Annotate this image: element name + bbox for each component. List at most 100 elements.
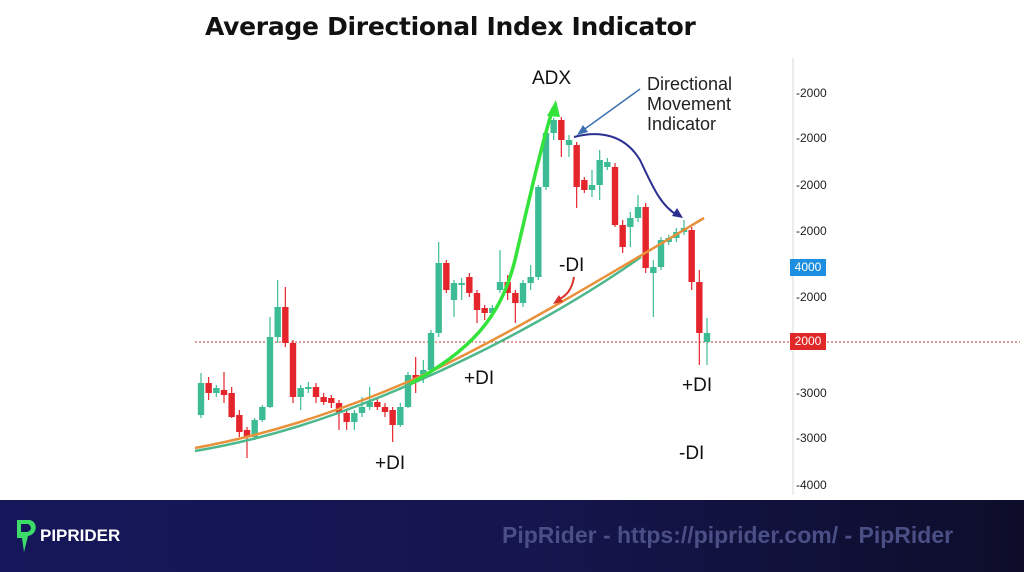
adx-chart (194, 58, 1020, 495)
candle-body (266, 337, 274, 407)
candle-bullish (703, 318, 711, 365)
candle-body (297, 388, 304, 397)
candle-body (458, 283, 465, 285)
candle-body (527, 277, 534, 283)
candle-bearish (481, 305, 488, 320)
candle-body (657, 240, 665, 267)
y-tick-label: -3000 (796, 386, 827, 400)
candle-body (366, 402, 373, 407)
candle-bullish (251, 418, 258, 440)
candle-bearish (320, 393, 327, 405)
candle-bullish (604, 158, 611, 170)
candle-bearish (512, 290, 519, 323)
candle-bearish (389, 407, 396, 442)
candle-body (550, 120, 557, 133)
footer-banner: PIPRIDER PipRider - https://piprider.com… (0, 500, 1024, 572)
candle-body (213, 388, 220, 393)
candle-body (312, 387, 320, 397)
candle-bearish (642, 203, 649, 273)
candle-bearish (381, 403, 389, 417)
candle-body (289, 343, 297, 397)
minus-di-label: -DI (679, 443, 705, 464)
candle-bearish (312, 383, 320, 403)
candle-bullish (596, 150, 603, 200)
candle-body (596, 160, 603, 185)
plus-di-label: +DI (682, 375, 713, 396)
candle-body (228, 393, 235, 417)
candle-bullish (627, 212, 634, 247)
y-tick-label: -2000 (796, 224, 827, 238)
logo-text: PIPRIDER (40, 526, 121, 545)
candle-bullish (435, 242, 442, 337)
candle-bullish (650, 260, 657, 317)
adx-arrowhead (547, 100, 560, 117)
adx-label: ADX (532, 68, 572, 89)
minus-di-label: -DI (559, 255, 585, 276)
candle-body (259, 407, 266, 420)
candle-bearish (443, 260, 450, 293)
candle-bullish (542, 132, 550, 190)
candle-body (473, 293, 481, 310)
candle-body (358, 407, 366, 413)
candle-body (243, 430, 251, 437)
candle-body (427, 333, 435, 370)
candle-bullish (527, 265, 534, 290)
dmi-curve-arrow (573, 133, 678, 216)
candle-bearish (220, 372, 228, 403)
price-badge-blue: 4000 (790, 259, 826, 276)
candle-body (450, 283, 458, 300)
candle-bearish (289, 340, 297, 403)
candle-bullish (565, 135, 573, 157)
candle-bearish (243, 427, 251, 458)
chart-title: Average Directional Index Indicator (205, 12, 696, 41)
candle-body (581, 180, 588, 190)
candle-body (397, 407, 404, 425)
adx-line (409, 107, 555, 386)
y-tick-label: -2000 (796, 86, 827, 100)
candle-body (389, 410, 396, 425)
candle-bearish (611, 163, 619, 227)
candle-body (642, 207, 649, 268)
y-tick-label: -3000 (796, 431, 827, 445)
candle-bullish (397, 403, 404, 427)
candle-body (573, 145, 580, 187)
candle-body (205, 383, 212, 393)
minus-di-line (194, 216, 705, 450)
candle-body (443, 263, 450, 290)
candles (197, 117, 711, 458)
candle-body (435, 263, 442, 333)
candle-bearish (228, 387, 235, 418)
candle-body (496, 282, 504, 290)
candle-bullish (634, 195, 642, 222)
candle-bullish (259, 405, 266, 422)
candle-bullish (519, 280, 527, 307)
candle-bullish (404, 372, 412, 408)
candle-bearish (328, 395, 335, 408)
candle-bearish (236, 410, 243, 437)
candle-bearish (466, 273, 473, 297)
candle-body (197, 383, 205, 415)
candle-body (627, 218, 634, 227)
candle-bearish (473, 290, 481, 323)
candle-body (420, 370, 427, 377)
candle-bullish (427, 330, 435, 373)
candle-bullish (535, 185, 542, 280)
candle-body (611, 167, 619, 225)
candle-body (381, 407, 389, 412)
candle-bearish (343, 410, 350, 430)
minus-di-arrowhead (553, 295, 563, 304)
candle-bearish (581, 177, 588, 193)
candle-bearish (619, 220, 626, 253)
candle-body (558, 120, 565, 140)
candle-bullish (550, 118, 557, 140)
candle-body (282, 307, 289, 343)
candle-bearish (205, 377, 212, 400)
y-tick-label: -2000 (796, 178, 827, 192)
dmi-pointer-arrowhead (577, 125, 588, 135)
candle-body (466, 277, 473, 293)
candle-bearish (573, 142, 580, 208)
candle-bullish (266, 317, 274, 408)
candle-body (251, 420, 258, 437)
dmi-pointer-arrow (581, 88, 641, 132)
candle-body (650, 267, 657, 273)
